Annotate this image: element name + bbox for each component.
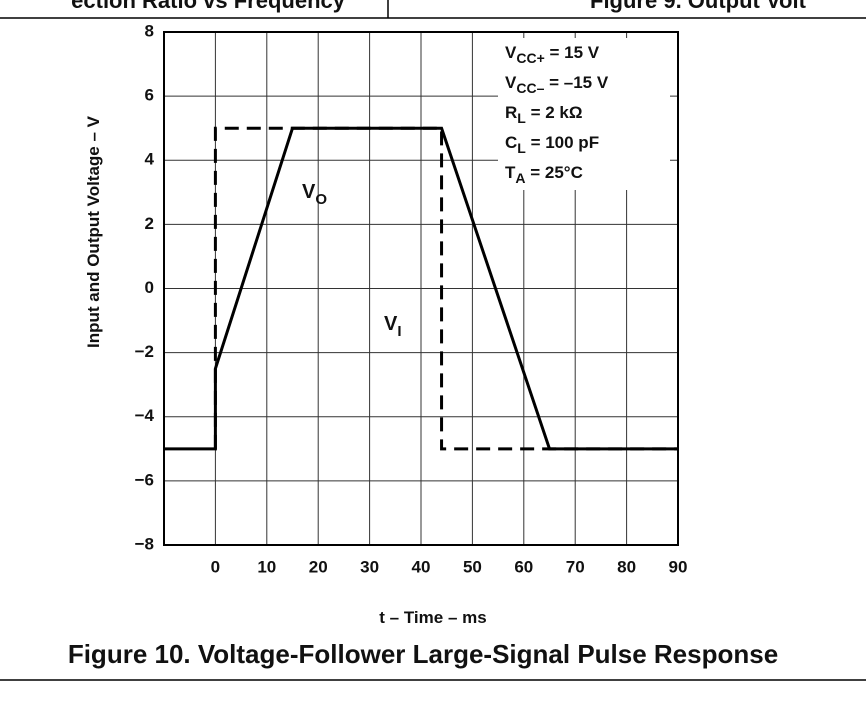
condition-subscript: CC+: [516, 50, 544, 66]
condition-value: = 100 pF: [526, 133, 599, 152]
y-tick-label: 4: [145, 150, 155, 169]
condition-value: = 15 V: [545, 43, 600, 62]
y-tick-label: −2: [135, 342, 154, 361]
condition-value: = 25°C: [526, 163, 583, 182]
condition-symbol: R: [505, 103, 517, 122]
condition-symbol: V: [505, 73, 517, 92]
y-tick-label: 8: [145, 21, 154, 40]
x-tick-label: 0: [211, 557, 220, 576]
x-tick-label: 30: [360, 557, 379, 576]
condition: VCC– = –15 V: [505, 73, 609, 96]
y-tick-label: 6: [145, 86, 154, 105]
condition-subscript: CC–: [516, 80, 544, 96]
y-tick-label: −4: [135, 406, 155, 425]
condition: RL = 2 kΩ: [505, 103, 582, 126]
x-tick-label: 80: [617, 557, 636, 576]
condition-symbol: T: [505, 163, 516, 182]
x-axis-label: t – Time – ms: [379, 608, 486, 627]
series-label: VI: [384, 313, 402, 340]
condition-value: = –15 V: [544, 73, 608, 92]
header-right: Figure 9. Output Volt: [590, 0, 807, 13]
series-line: [164, 126, 678, 451]
y-axis-label: Input and Output Voltage – V: [84, 115, 103, 348]
x-tick-label: 50: [463, 557, 482, 576]
series-line: [213, 126, 678, 451]
series-label-sub: O: [315, 191, 327, 208]
y-tick-label: −6: [135, 470, 154, 489]
y-tick-label: −8: [135, 534, 154, 553]
header-left: ection Ratio vs Frequency: [71, 0, 346, 13]
condition-value: = 2 kΩ: [526, 103, 583, 122]
condition: TA = 25°C: [505, 163, 583, 186]
condition-subscript: L: [517, 140, 526, 156]
plot-frame: [163, 31, 679, 546]
condition-symbol: V: [505, 43, 517, 62]
chart-title: Figure 10. Voltage-Follower Large-Signal…: [68, 639, 778, 669]
series-label-main: V: [302, 181, 316, 203]
y-tick-label: 0: [145, 278, 154, 297]
condition-symbol: C: [505, 133, 517, 152]
condition: VCC+ = 15 V: [505, 43, 600, 66]
series-label: VO: [302, 181, 327, 208]
x-tick-label: 20: [309, 557, 328, 576]
x-tick-label: 60: [514, 557, 533, 576]
series-label-sub: I: [397, 323, 401, 340]
y-tick-label: 2: [145, 214, 154, 233]
series-label-main: V: [384, 313, 398, 335]
x-tick-label: 10: [257, 557, 276, 576]
conditions-box: [498, 38, 670, 190]
condition-subscript: A: [515, 170, 525, 186]
x-tick-label: 90: [669, 557, 688, 576]
x-tick-label: 70: [566, 557, 585, 576]
x-tick-label: 40: [412, 557, 431, 576]
condition: CL = 100 pF: [505, 133, 599, 156]
condition-subscript: L: [517, 110, 526, 126]
